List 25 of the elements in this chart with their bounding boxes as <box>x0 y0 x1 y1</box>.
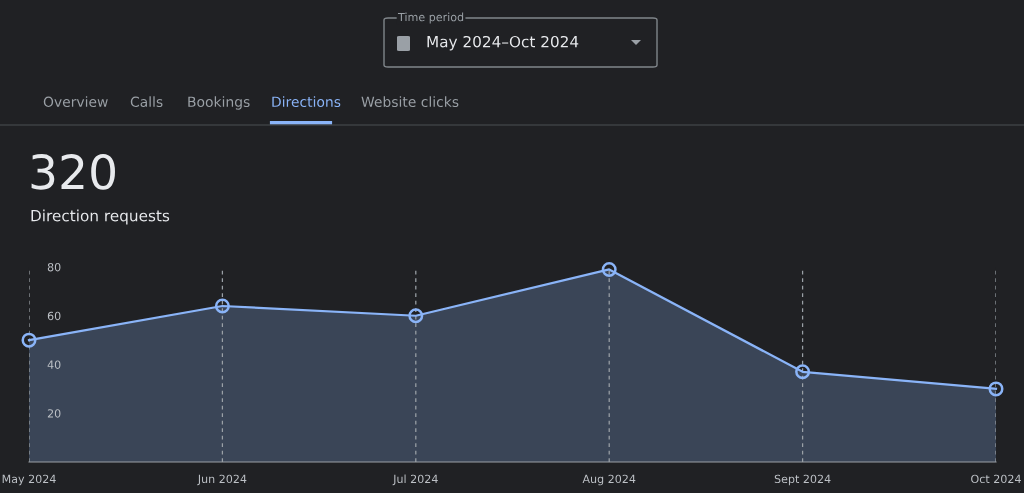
chart-subtitle: Direction requests <box>31 209 170 225</box>
point <box>214 298 230 314</box>
text: May 2024–Oct 2024 <box>427 35 579 51</box>
text: Website clicks <box>361 96 459 108</box>
y-tick-label: 20 <box>47 409 61 418</box>
y-tick-label: 60 <box>47 311 61 321</box>
chart-title: 320 <box>31 153 115 190</box>
point <box>795 364 811 380</box>
y-tick-label: 40 <box>47 360 61 369</box>
y-tick-label: 80 <box>47 262 61 272</box>
text: Time period <box>397 12 464 24</box>
text: Overview <box>43 96 108 108</box>
text: Directions <box>272 96 341 108</box>
x-tick-label: Aug 2024 <box>582 474 636 486</box>
point <box>988 381 1004 397</box>
point <box>21 332 37 348</box>
point <box>408 308 424 324</box>
x-tick-label: Jul 2024 <box>392 474 438 486</box>
x-tick-label: Oct 2024 <box>971 474 1021 484</box>
text: Calls <box>130 96 163 108</box>
x-tick-label: Jun 2024 <box>197 474 247 486</box>
x-tick-label: Sept 2024 <box>774 474 831 486</box>
point <box>601 261 617 277</box>
x-tick-label: May 2024 <box>2 474 56 486</box>
text: Bookings <box>188 96 250 110</box>
